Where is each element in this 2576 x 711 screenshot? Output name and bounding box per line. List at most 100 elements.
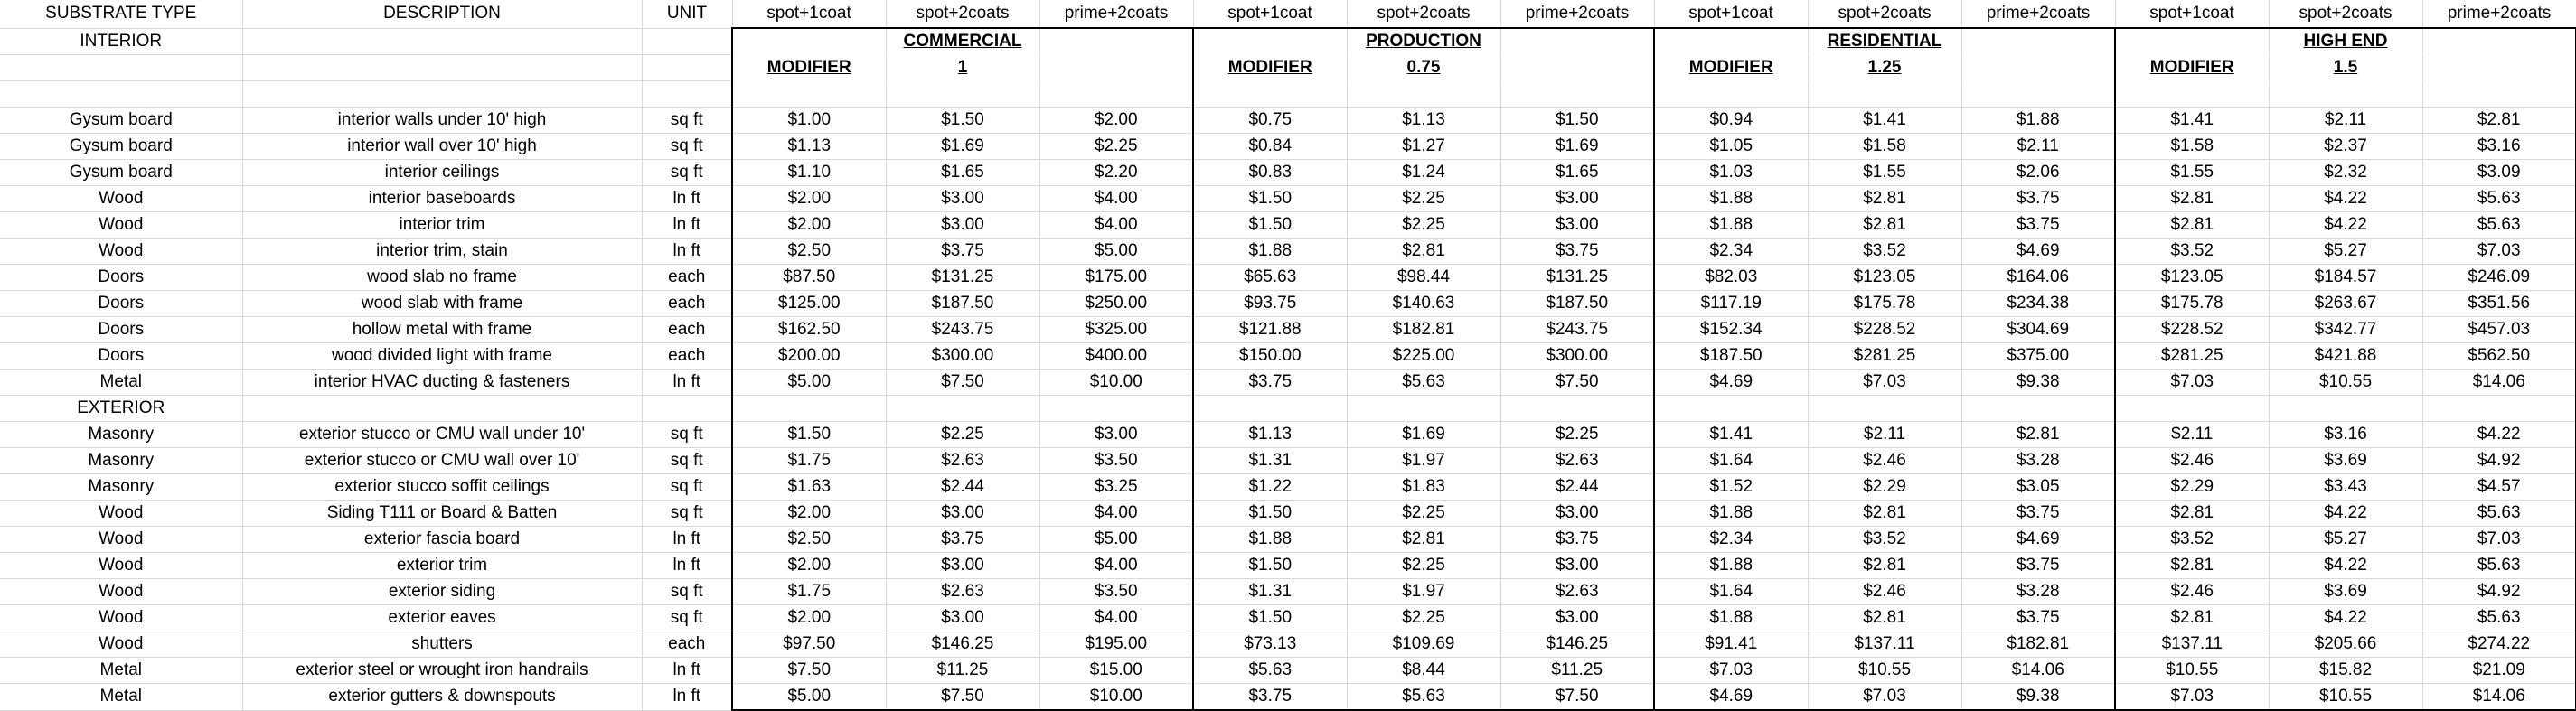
substrate-cell[interactable]: Wood bbox=[0, 526, 243, 553]
price-cell[interactable]: $234.38 bbox=[1961, 290, 2116, 317]
price-cell[interactable]: $4.22 bbox=[2269, 552, 2423, 579]
price-cell[interactable]: $274.22 bbox=[2422, 631, 2576, 658]
price-cell[interactable]: $7.50 bbox=[1500, 683, 1655, 711]
price-cell[interactable]: $10.55 bbox=[2269, 369, 2423, 396]
empty-cell[interactable] bbox=[1500, 395, 1655, 422]
price-cell[interactable]: $4.69 bbox=[1961, 526, 2116, 553]
substrate-cell[interactable]: Gysum board bbox=[0, 133, 243, 160]
empty-cell[interactable] bbox=[1961, 395, 2116, 422]
substrate-cell[interactable]: Wood bbox=[0, 500, 243, 527]
price-cell[interactable]: $175.78 bbox=[1808, 290, 1962, 317]
price-cell[interactable]: $3.00 bbox=[1500, 185, 1655, 212]
price-cell[interactable]: $14.06 bbox=[1961, 657, 2116, 684]
empty-cell[interactable] bbox=[1347, 395, 1501, 422]
price-cell[interactable]: $125.00 bbox=[731, 290, 887, 317]
empty-cell[interactable] bbox=[1653, 27, 1809, 55]
price-cell[interactable]: $2.34 bbox=[1653, 526, 1809, 553]
price-cell[interactable]: $1.41 bbox=[1808, 107, 1962, 134]
price-cell[interactable]: $1.88 bbox=[1653, 211, 1809, 239]
price-cell[interactable]: $2.00 bbox=[731, 211, 887, 239]
group-title[interactable]: COMMERCIAL bbox=[886, 27, 1040, 55]
empty-cell[interactable] bbox=[642, 54, 733, 81]
price-cell[interactable]: $2.81 bbox=[1347, 238, 1501, 265]
price-cell[interactable]: $7.03 bbox=[2422, 526, 2576, 553]
price-cell[interactable]: $187.50 bbox=[1653, 342, 1809, 370]
empty-cell[interactable] bbox=[242, 28, 643, 55]
price-cell[interactable]: $2.25 bbox=[1500, 421, 1655, 448]
description-cell[interactable]: interior walls under 10' high bbox=[242, 107, 643, 134]
price-cell[interactable]: $1.55 bbox=[2114, 159, 2270, 186]
price-cell[interactable]: $2.25 bbox=[1347, 604, 1501, 631]
price-cell[interactable]: $5.63 bbox=[1347, 369, 1501, 396]
price-cell[interactable]: $205.66 bbox=[2269, 631, 2423, 658]
price-cell[interactable]: $4.57 bbox=[2422, 473, 2576, 501]
unit-cell[interactable]: sq ft bbox=[642, 421, 733, 448]
price-cell[interactable]: $300.00 bbox=[886, 342, 1040, 370]
description-cell[interactable]: interior trim bbox=[242, 211, 643, 239]
unit-cell[interactable]: ln ft bbox=[642, 526, 733, 553]
description-cell[interactable]: exterior stucco or CMU wall over 10' bbox=[242, 447, 643, 474]
price-cell[interactable]: $164.06 bbox=[1961, 264, 2116, 291]
empty-cell[interactable] bbox=[1653, 395, 1809, 422]
price-cell[interactable]: $1.75 bbox=[731, 447, 887, 474]
price-cell[interactable]: $5.63 bbox=[1192, 657, 1348, 684]
empty-cell[interactable] bbox=[2114, 27, 2270, 55]
column-header[interactable]: prime+2coats bbox=[1500, 0, 1655, 29]
price-cell[interactable]: $3.75 bbox=[1961, 552, 2116, 579]
price-cell[interactable]: $1.69 bbox=[1500, 133, 1655, 160]
price-cell[interactable]: $137.11 bbox=[1808, 631, 1962, 658]
price-cell[interactable]: $3.75 bbox=[1500, 526, 1655, 553]
price-cell[interactable]: $3.75 bbox=[886, 526, 1040, 553]
price-cell[interactable]: $137.11 bbox=[2114, 631, 2270, 658]
price-cell[interactable]: $2.11 bbox=[2114, 421, 2270, 448]
price-cell[interactable]: $3.52 bbox=[1808, 526, 1962, 553]
price-cell[interactable]: $10.55 bbox=[2114, 657, 2270, 684]
price-cell[interactable]: $2.63 bbox=[886, 447, 1040, 474]
price-cell[interactable]: $1.52 bbox=[1653, 473, 1809, 501]
price-cell[interactable]: $3.75 bbox=[886, 238, 1040, 265]
empty-cell[interactable] bbox=[1808, 80, 1962, 108]
substrate-cell[interactable]: Masonry bbox=[0, 421, 243, 448]
column-header[interactable]: SUBSTRATE TYPE bbox=[0, 0, 243, 29]
price-cell[interactable]: $3.00 bbox=[886, 500, 1040, 527]
price-cell[interactable]: $1.63 bbox=[731, 473, 887, 501]
price-cell[interactable]: $2.50 bbox=[731, 238, 887, 265]
price-cell[interactable]: $21.09 bbox=[2422, 657, 2576, 684]
price-cell[interactable]: $140.63 bbox=[1347, 290, 1501, 317]
description-cell[interactable]: interior trim, stain bbox=[242, 238, 643, 265]
price-cell[interactable]: $1.50 bbox=[1192, 552, 1348, 579]
price-cell[interactable]: $3.28 bbox=[1961, 447, 2116, 474]
price-cell[interactable]: $421.88 bbox=[2269, 342, 2423, 370]
price-cell[interactable]: $187.50 bbox=[1500, 290, 1655, 317]
price-cell[interactable]: $2.81 bbox=[2422, 107, 2576, 134]
price-cell[interactable]: $1.50 bbox=[886, 107, 1040, 134]
description-cell[interactable]: wood slab no frame bbox=[242, 264, 643, 291]
description-cell[interactable]: exterior fascia board bbox=[242, 526, 643, 553]
price-cell[interactable]: $1.22 bbox=[1192, 473, 1348, 501]
price-cell[interactable]: $10.55 bbox=[2269, 683, 2423, 711]
price-cell[interactable]: $7.50 bbox=[886, 683, 1040, 711]
price-cell[interactable]: $1.50 bbox=[1500, 107, 1655, 134]
empty-cell[interactable] bbox=[1961, 80, 2116, 108]
price-cell[interactable]: $123.05 bbox=[2114, 264, 2270, 291]
column-header[interactable]: spot+2coats bbox=[1347, 0, 1501, 29]
substrate-cell[interactable]: Wood bbox=[0, 578, 243, 605]
price-cell[interactable]: $4.22 bbox=[2269, 185, 2423, 212]
price-cell[interactable]: $182.81 bbox=[1961, 631, 2116, 658]
column-header[interactable]: prime+2coats bbox=[2422, 0, 2576, 29]
price-cell[interactable]: $457.03 bbox=[2422, 316, 2576, 343]
price-cell[interactable]: $3.50 bbox=[1039, 578, 1194, 605]
modifier-value[interactable]: 1.5 bbox=[2269, 54, 2423, 81]
price-cell[interactable]: $14.06 bbox=[2422, 683, 2576, 711]
price-cell[interactable]: $2.25 bbox=[886, 421, 1040, 448]
price-cell[interactable]: $7.03 bbox=[1808, 683, 1962, 711]
price-cell[interactable]: $2.81 bbox=[2114, 500, 2270, 527]
price-cell[interactable]: $7.50 bbox=[731, 657, 887, 684]
empty-cell[interactable] bbox=[1500, 27, 1655, 55]
price-cell[interactable]: $1.50 bbox=[1192, 604, 1348, 631]
price-cell[interactable]: $2.25 bbox=[1347, 552, 1501, 579]
group-title[interactable]: RESIDENTIAL bbox=[1808, 27, 1962, 55]
price-cell[interactable]: $182.81 bbox=[1347, 316, 1501, 343]
price-cell[interactable]: $2.11 bbox=[1961, 133, 2116, 160]
price-cell[interactable]: $562.50 bbox=[2422, 342, 2576, 370]
